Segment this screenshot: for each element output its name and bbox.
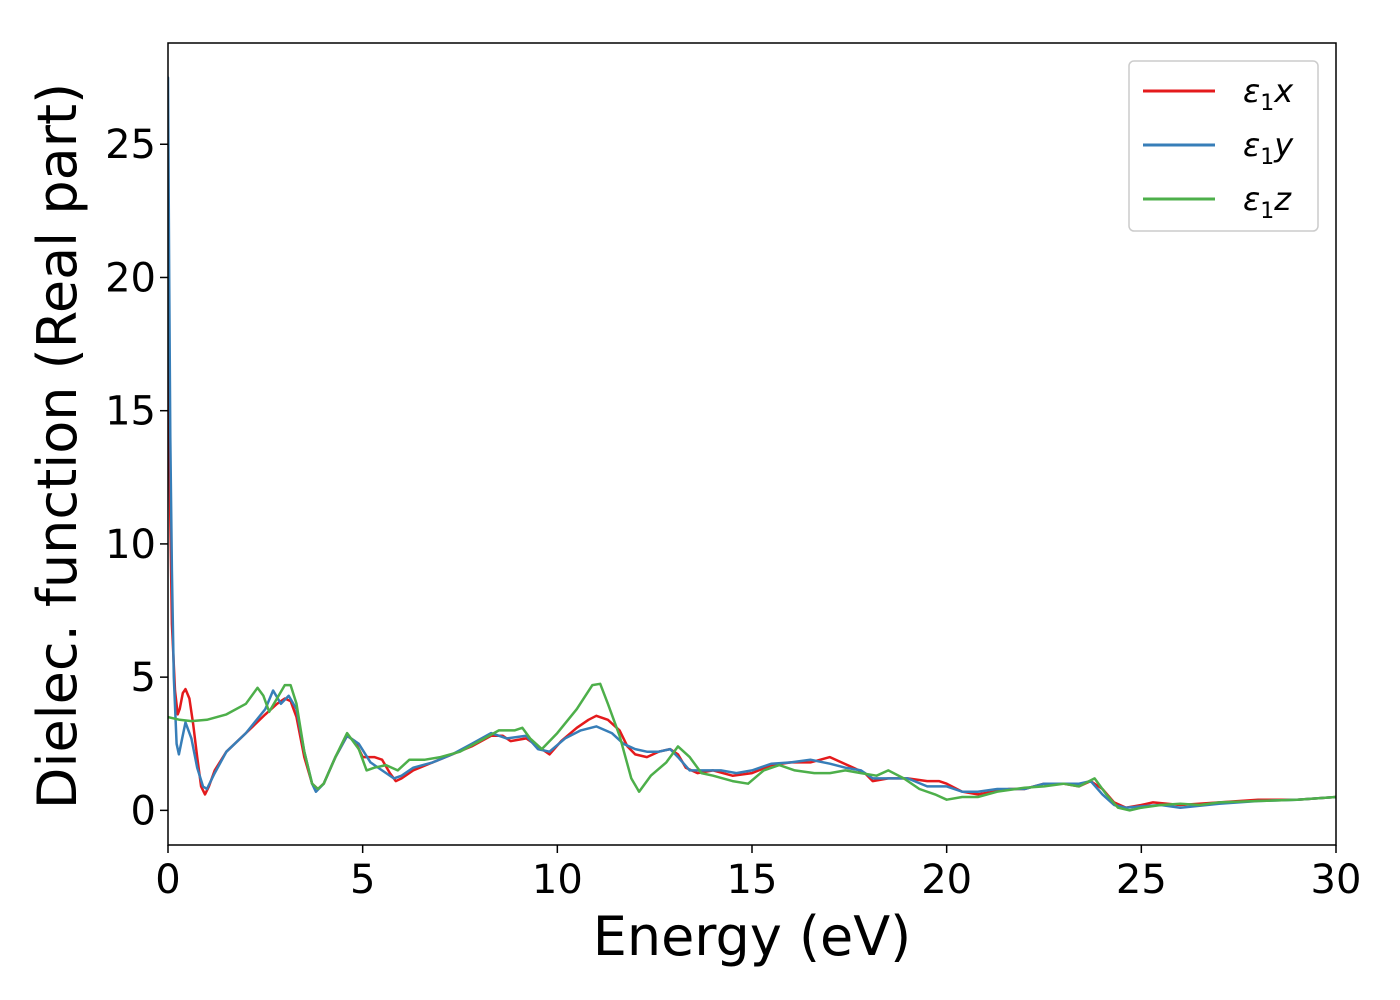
x-tick-label: 0 [155,857,180,903]
series-layer [168,76,1336,812]
y-tick-label: 20 [105,255,156,301]
x-tick-label: 15 [727,857,778,903]
y-tick-label: 15 [105,389,156,435]
x-axis-ticks: 0 5 10 15 20 25 30 [155,845,1361,903]
y-tick-label: 10 [105,522,156,568]
x-axis-label: Energy (eV) [593,905,912,968]
y-axis-label: Dielec. function (Real part) [26,83,89,809]
x-tick-label: 25 [1116,857,1167,903]
x-tick-label: 10 [532,857,583,903]
legend-label-y: ε1y [1243,126,1294,170]
series-line-z [168,682,1336,812]
x-tick-label: 20 [921,857,972,903]
series-line-x [168,276,1336,809]
legend-label-x: ε1x [1243,72,1294,116]
y-axis-ticks: 0 5 10 15 20 25 [105,122,168,834]
y-tick-label: 5 [131,655,156,701]
legend-label-z: ε1z [1243,180,1292,224]
y-tick-label: 25 [105,122,156,168]
y-tick-label: 0 [131,788,156,834]
x-tick-label: 30 [1311,857,1362,903]
legend: ε1x ε1y ε1z [1128,60,1319,232]
series-line-y [168,76,1336,809]
legend-box [1128,60,1319,232]
x-tick-label: 5 [350,857,375,903]
